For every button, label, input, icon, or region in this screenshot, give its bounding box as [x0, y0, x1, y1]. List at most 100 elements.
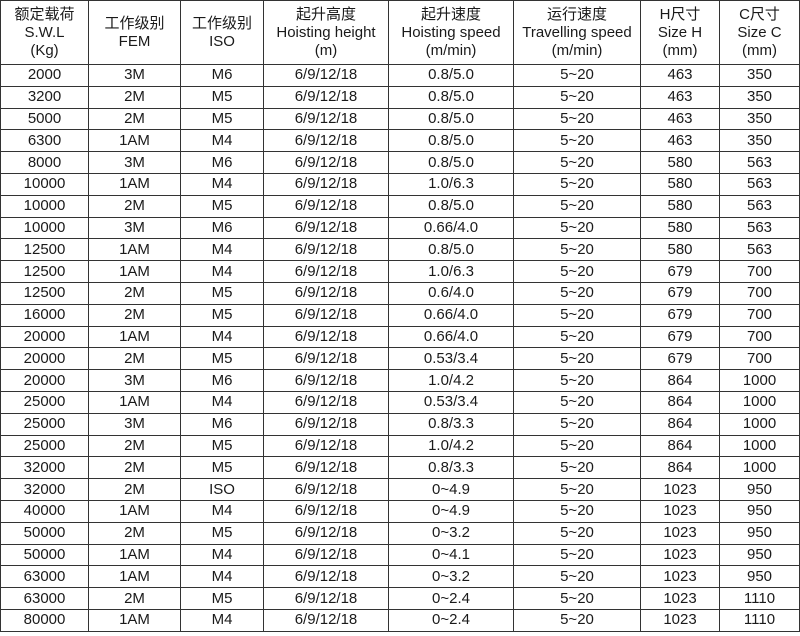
cell-size-c: 950 — [719, 521, 800, 545]
cell-size-c: 950 — [719, 478, 800, 501]
cell-hoisting-speed: 0.53/3.4 — [388, 390, 514, 414]
cell-fem: 3M — [88, 151, 181, 174]
table-row: 20000 3M M6 6/9/12/18 1.0/4.2 5~20 864 1000 — [0, 369, 800, 392]
cell-hoisting-speed: 0.8/5.0 — [388, 107, 514, 131]
cell-hoisting-height: 6/9/12/18 — [263, 303, 389, 327]
cell-iso: M6 — [180, 216, 264, 240]
cell-swl: 20000 — [0, 325, 89, 349]
cell-hoisting-speed: 0.66/4.0 — [388, 303, 514, 327]
cell-size-c: 1110 — [719, 608, 800, 632]
table-row: 12500 2M M5 6/9/12/18 0.6/4.0 5~20 679 700 — [0, 281, 800, 305]
cell-size-c: 700 — [719, 303, 800, 327]
cell-iso: M6 — [180, 64, 264, 87]
cell-swl: 80000 — [0, 608, 89, 632]
cell-size-h: 679 — [640, 303, 720, 327]
cell-size-c: 1000 — [719, 369, 800, 392]
cell-iso: M4 — [180, 325, 264, 349]
cell-hoisting-height: 6/9/12/18 — [263, 325, 389, 349]
cell-size-h: 1023 — [640, 587, 720, 610]
header-line: 额定载荷 — [14, 5, 75, 23]
cell-hoisting-speed: 0.66/4.0 — [388, 216, 514, 240]
header-iso: 工作级别 ISO — [180, 0, 264, 65]
cell-hoisting-height: 6/9/12/18 — [263, 434, 389, 458]
cell-size-h: 580 — [640, 151, 720, 174]
cell-travelling-speed: 5~20 — [513, 85, 641, 109]
cell-fem: 3M — [88, 369, 181, 392]
cell-hoisting-height: 6/9/12/18 — [263, 281, 389, 305]
cell-iso: M4 — [180, 172, 264, 196]
cell-iso: M6 — [180, 151, 264, 174]
cell-iso: M4 — [180, 238, 264, 262]
header-line: (mm) — [742, 41, 777, 59]
cell-iso: M6 — [180, 412, 264, 436]
cell-size-c: 1000 — [719, 390, 800, 414]
cell-hoisting-height: 6/9/12/18 — [263, 499, 389, 523]
cell-iso: M5 — [180, 456, 264, 480]
cell-hoisting-height: 6/9/12/18 — [263, 478, 389, 501]
cell-size-h: 580 — [640, 216, 720, 240]
cell-fem: 1AM — [88, 565, 181, 589]
header-line: Hoisting speed — [401, 23, 501, 41]
cell-iso: M4 — [180, 499, 264, 523]
cell-swl: 25000 — [0, 434, 89, 458]
cell-fem: 3M — [88, 412, 181, 436]
cell-size-c: 563 — [719, 172, 800, 196]
cell-travelling-speed: 5~20 — [513, 281, 641, 305]
cell-hoisting-height: 6/9/12/18 — [263, 107, 389, 131]
cell-hoisting-speed: 0.53/3.4 — [388, 347, 514, 371]
cell-hoisting-speed: 0.8/3.3 — [388, 456, 514, 480]
table-row: 5000 2M M5 6/9/12/18 0.8/5.0 5~20 463 350 — [0, 107, 800, 131]
cell-travelling-speed: 5~20 — [513, 369, 641, 392]
header-line: 工作级别 — [191, 14, 252, 32]
table-row: 12500 1AM M4 6/9/12/18 0.8/5.0 5~20 580 563 — [0, 238, 800, 262]
cell-swl: 20000 — [0, 369, 89, 392]
header-line: Size C — [737, 23, 782, 41]
cell-hoisting-speed: 0.8/3.3 — [388, 412, 514, 436]
cell-swl: 16000 — [0, 303, 89, 327]
cell-iso: M5 — [180, 281, 264, 305]
cell-size-c: 563 — [719, 151, 800, 174]
header-line: 起升高度 — [295, 5, 356, 23]
cell-hoisting-speed: 0.8/5.0 — [388, 194, 514, 218]
cell-travelling-speed: 5~20 — [513, 107, 641, 131]
cell-size-c: 563 — [719, 194, 800, 218]
header-line: Hoisting height — [276, 23, 376, 41]
cell-iso: ISO — [180, 478, 264, 501]
cell-hoisting-height: 6/9/12/18 — [263, 543, 389, 567]
cell-size-c: 1110 — [719, 587, 800, 610]
cell-fem: 2M — [88, 107, 181, 131]
cell-size-h: 679 — [640, 281, 720, 305]
cell-iso: M5 — [180, 303, 264, 327]
cell-size-h: 679 — [640, 260, 720, 283]
cell-hoisting-speed: 0~4.1 — [388, 543, 514, 567]
cell-size-c: 700 — [719, 347, 800, 371]
cell-travelling-speed: 5~20 — [513, 172, 641, 196]
cell-size-h: 1023 — [640, 478, 720, 501]
cell-swl: 40000 — [0, 499, 89, 523]
cell-size-c: 563 — [719, 216, 800, 240]
cell-swl: 50000 — [0, 521, 89, 545]
cell-size-c: 350 — [719, 85, 800, 109]
cell-hoisting-height: 6/9/12/18 — [263, 260, 389, 283]
cell-hoisting-height: 6/9/12/18 — [263, 85, 389, 109]
cell-hoisting-height: 6/9/12/18 — [263, 216, 389, 240]
header-hoisting-height: 起升高度 Hoisting height (m) — [263, 0, 389, 65]
cell-size-h: 580 — [640, 238, 720, 262]
cell-size-c: 700 — [719, 260, 800, 283]
table-row: 80000 1AM M4 6/9/12/18 0~2.4 5~20 1023 1110 — [0, 608, 800, 632]
table-row: 10000 1AM M4 6/9/12/18 1.0/6.3 5~20 580 563 — [0, 172, 800, 196]
cell-travelling-speed: 5~20 — [513, 303, 641, 327]
table-row: 6300 1AM M4 6/9/12/18 0.8/5.0 5~20 463 350 — [0, 129, 800, 153]
cell-swl: 10000 — [0, 194, 89, 218]
header-line: (m) — [314, 41, 338, 59]
header-line: Size H — [657, 23, 703, 41]
cell-fem: 2M — [88, 434, 181, 458]
cell-hoisting-height: 6/9/12/18 — [263, 129, 389, 153]
cell-size-h: 463 — [640, 107, 720, 131]
cell-travelling-speed: 5~20 — [513, 129, 641, 153]
header-line: 起升速度 — [420, 5, 481, 23]
cell-hoisting-height: 6/9/12/18 — [263, 151, 389, 174]
cell-hoisting-height: 6/9/12/18 — [263, 172, 389, 196]
header-line: 运行速度 — [546, 5, 607, 23]
